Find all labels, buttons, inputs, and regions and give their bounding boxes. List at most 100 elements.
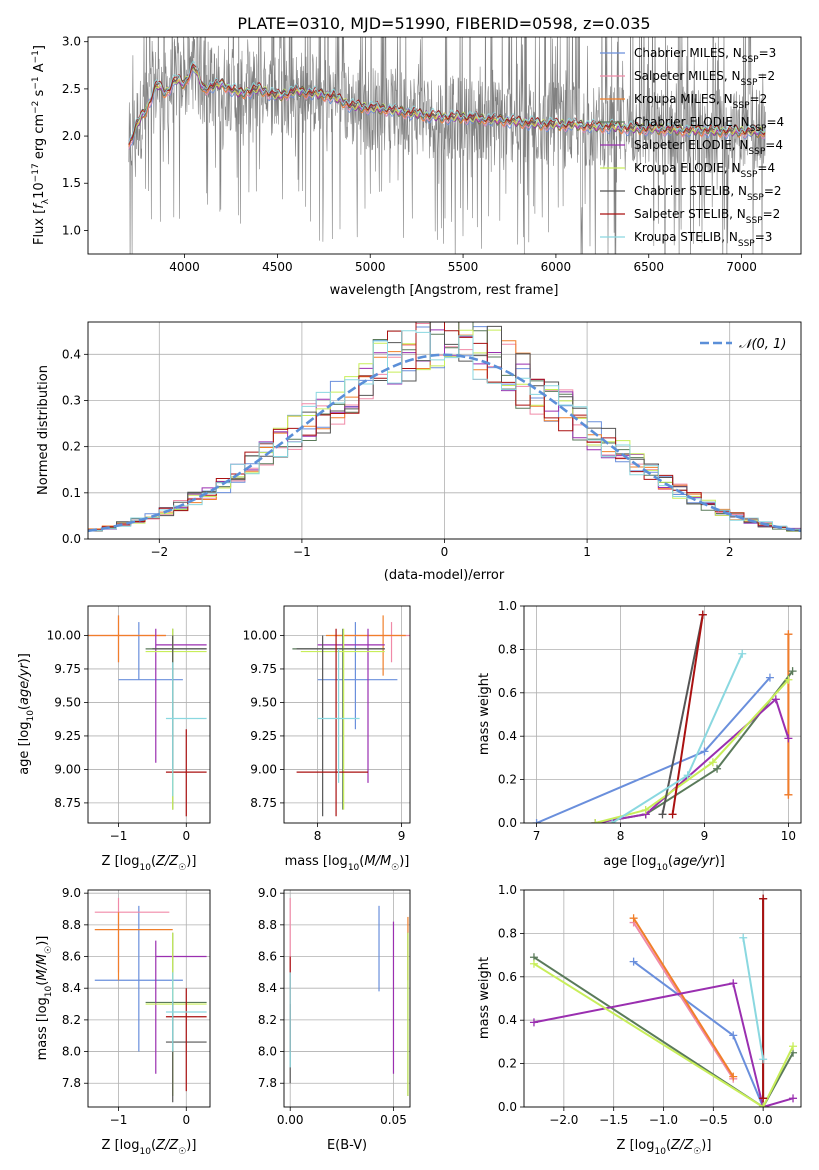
y-tick-label: 8.6 [62, 950, 81, 964]
data-point-marker [683, 771, 692, 780]
axes-mass_vs_ebv: 0.00 0.05 7.8 8.0 8.2 8.4 8.6 8.8 9.0 E(B-V) [258, 886, 411, 1153]
histogram-series [88, 322, 801, 531]
y-tick-label: 9.50 [250, 695, 277, 709]
y-tick-label: 8.4 [258, 981, 277, 995]
x-tick-label: 1 [583, 545, 591, 559]
spectrum-model-line [128, 60, 766, 143]
x-tick-label: −1 [110, 1113, 128, 1127]
y-tick-label: 2.5 [62, 82, 81, 96]
legend-entry: Kroupa STELIB, NSSP=3 [634, 230, 772, 249]
y-tick-label: 8.2 [258, 1013, 277, 1027]
x-tick-label: 0.0 [754, 1113, 773, 1127]
axes-frame [523, 889, 802, 1108]
data-point-marker [641, 805, 650, 814]
data-point-marker [658, 810, 667, 819]
x-tick-label: 0 [441, 545, 449, 559]
y-tick-label: 0.2 [498, 1057, 517, 1071]
x-tick-label: −1.5 [599, 1113, 628, 1127]
y-tick-label: 9.50 [54, 695, 81, 709]
data-point-marker [629, 914, 638, 923]
y-tick-label: 8.4 [62, 981, 81, 995]
data-point-marker [708, 758, 717, 767]
y-tick-label: 0.4 [62, 347, 81, 361]
axes-massweight_vs_age: 7 8 9 10 0.0 0.2 0.4 0.6 0.8 1.0 age [log10(age/yr… [477, 599, 802, 873]
data-point-marker [529, 1018, 538, 1027]
data-point-marker [713, 764, 722, 773]
y-axis-label: Flux [fλ10−17 erg cm−2 s−1 A−1] [31, 45, 51, 245]
axes-frame [87, 36, 802, 255]
legend-entry: Chabrier MILES, NSSP=3 [634, 46, 776, 65]
legend-entry: Chabrier ELODIE, NSSP=4 [634, 115, 784, 134]
data-point-marker [698, 610, 707, 619]
x-tick-label: 4000 [169, 260, 200, 274]
y-tick-label: 0.0 [62, 532, 81, 546]
y-axis-label: mass [log10(M/M☉)] [35, 936, 54, 1061]
y-tick-label: 1.0 [62, 223, 81, 237]
y-tick-label: 9.00 [250, 762, 277, 776]
x-tick-label: 7 [533, 829, 541, 843]
x-axis-label: Z [log10(Z/Z☉)] [102, 854, 197, 873]
series-line [595, 697, 790, 823]
series-line [632, 917, 735, 1078]
data-point-marker [700, 747, 709, 756]
series-line [533, 982, 794, 1107]
y-tick-label: 0.0 [498, 816, 517, 830]
y-axis-label: mass weight [477, 957, 492, 1039]
axes-age_vs_Z: −1 0 8.75 9.00 9.25 9.50 9.75 10.00 Z [log10(Z/Z… [17, 605, 211, 873]
y-tick-label: 10.00 [47, 628, 81, 642]
axes-frame [283, 605, 411, 824]
x-tick-label: 9 [701, 829, 709, 843]
axes-mass_vs_Z: −1 0 7.8 8.0 8.2 8.4 8.6 8.8 9.0 Z [log10(Z/Z☉)] m… [35, 886, 211, 1157]
y-tick-label: 0.1 [62, 486, 81, 500]
plot-area [532, 610, 797, 823]
y-tick-label: 2.0 [62, 129, 81, 143]
x-tick-label: −1 [293, 545, 311, 559]
figure-title: PLATE=0310, MJD=51990, FIBERID=0598, z=0… [237, 14, 650, 33]
data-point-marker [759, 1103, 768, 1107]
x-tick-label: 5500 [448, 260, 479, 274]
y-tick-label: 3.0 [62, 35, 81, 49]
data-point-marker [729, 1031, 738, 1040]
x-tick-label: 0.05 [380, 1113, 407, 1127]
x-tick-label: 4500 [262, 260, 293, 274]
data-point-marker [765, 673, 774, 682]
plot-area [88, 322, 801, 533]
y-tick-label: 9.75 [250, 662, 277, 676]
y-tick-label: 7.8 [258, 1076, 277, 1090]
axes-frame [87, 605, 211, 824]
plot-area [529, 894, 798, 1107]
legend-entry: Kroupa ELODIE, NSSP=4 [634, 161, 775, 180]
x-axis-label: (data-model)/error [384, 568, 505, 583]
histogram-series [88, 330, 801, 531]
data-point-marker [668, 810, 677, 819]
y-tick-label: 0.2 [62, 440, 81, 454]
data-point-marker [729, 1072, 738, 1081]
y-tick-label: 0.8 [498, 926, 517, 940]
axes-frame [283, 889, 411, 1108]
y-tick-label: 0.6 [498, 970, 517, 984]
normal-curve [88, 353, 801, 533]
series-line [536, 676, 771, 823]
plot-area [292, 615, 410, 817]
data-point-marker [771, 695, 780, 704]
plot-area [289, 897, 409, 1096]
legend-entry: Salpeter ELODIE, NSSP=4 [634, 138, 783, 157]
legend-entry: Salpeter STELIB, NSSP=2 [634, 207, 780, 226]
data-point-marker [788, 667, 797, 676]
y-tick-label: 9.0 [258, 886, 277, 900]
histogram-series [88, 329, 801, 532]
y-tick-label: 9.25 [250, 729, 277, 743]
x-tick-label: 2 [726, 545, 734, 559]
data-point-marker [729, 979, 738, 988]
x-tick-label: 0 [182, 1113, 190, 1127]
y-tick-label: 1.0 [498, 883, 517, 897]
x-tick-label: 8 [314, 829, 322, 843]
data-point-marker [784, 675, 793, 684]
x-axis-label: mass [log10(M/M☉)] [285, 854, 410, 873]
data-point-marker [759, 1094, 768, 1103]
histogram-series [88, 322, 801, 530]
y-axis-label: Normed distribution [36, 365, 51, 495]
x-tick-label: −0.5 [699, 1113, 728, 1127]
x-tick-label: 6500 [633, 260, 664, 274]
